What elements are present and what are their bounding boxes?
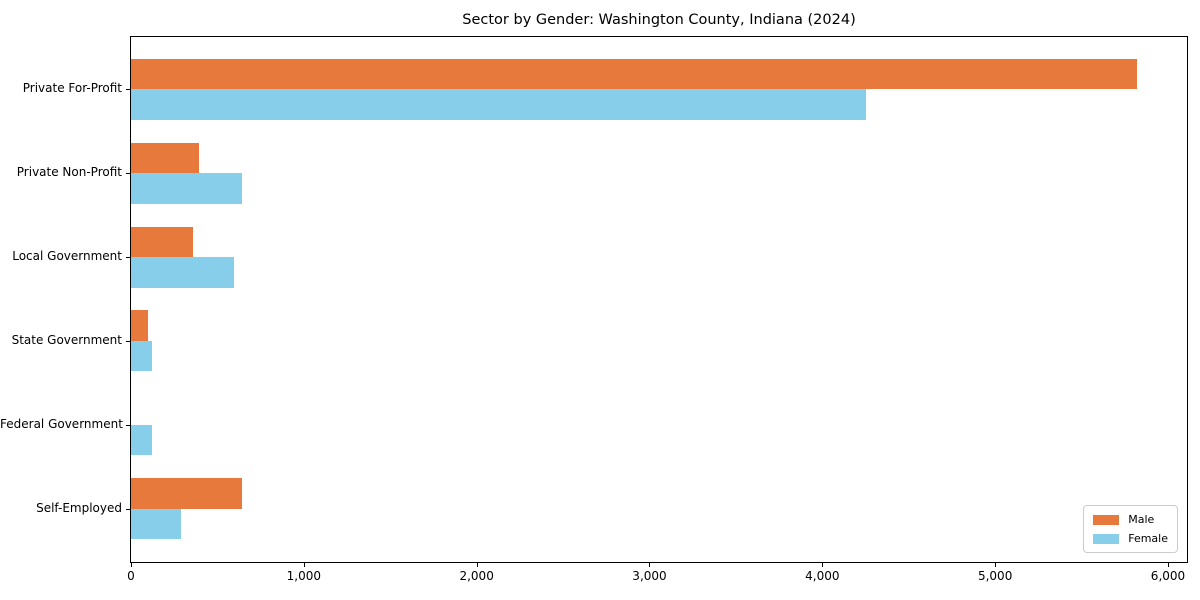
x-tick-mark bbox=[131, 563, 132, 567]
y-tick-mark bbox=[126, 89, 130, 91]
y-tick-label-federal-government: Federal Government bbox=[0, 416, 123, 431]
y-tick-mark bbox=[126, 340, 130, 342]
x-tick-mark bbox=[1167, 563, 1169, 567]
female-bar-local-government bbox=[131, 257, 234, 288]
female-bar-federal-government bbox=[131, 424, 152, 456]
y-tick-label-state-government: State Government bbox=[11, 332, 122, 347]
y-tick-mark bbox=[126, 173, 130, 175]
y-tick-mark bbox=[126, 508, 130, 510]
female-bar-self-employed bbox=[131, 508, 182, 540]
x-tick-label-5000: 5,000 bbox=[977, 569, 1013, 583]
y-tick-label-local-government: Local Government bbox=[12, 249, 122, 264]
male-bar-private-for-profit bbox=[131, 58, 1137, 90]
male-bar-private-non-profit bbox=[131, 142, 200, 174]
x-tick-label-2000: 2,000 bbox=[459, 569, 494, 583]
x-tick-label-4000: 4,000 bbox=[805, 569, 840, 583]
legend-entry-female: Female bbox=[1093, 532, 1168, 545]
x-tick-label-1000: 1,000 bbox=[286, 569, 322, 583]
legend-entry-male: Male bbox=[1093, 513, 1168, 526]
female-bar-state-government bbox=[131, 340, 152, 372]
chart-title: Sector by Gender: Washington County, Ind… bbox=[462, 12, 856, 28]
y-tick-mark bbox=[126, 424, 130, 426]
x-tick-label-0: 0 bbox=[127, 569, 135, 583]
x-tick-label-3000: 3,000 bbox=[632, 569, 667, 583]
y-tick-label-private-non-profit: Private Non-Profit bbox=[16, 165, 122, 180]
x-tick-label-6000: 6,000 bbox=[1150, 569, 1186, 583]
male-legend-label: Male bbox=[1128, 513, 1155, 526]
male-bar-local-government bbox=[131, 226, 194, 258]
y-tick-label-self-employed: Self-Employed bbox=[36, 500, 122, 515]
male-bar-self-employed bbox=[131, 478, 242, 509]
female-bar-private-non-profit bbox=[131, 173, 242, 204]
x-tick-mark bbox=[476, 563, 478, 567]
x-tick-mark bbox=[303, 563, 305, 567]
y-tick-label-private-for-profit: Private For-Profit bbox=[22, 81, 122, 96]
male-bar-state-government bbox=[131, 310, 149, 341]
male-legend-swatch bbox=[1093, 514, 1120, 525]
y-tick-mark bbox=[126, 257, 130, 259]
female-legend-label: Female bbox=[1128, 532, 1168, 545]
x-tick-mark bbox=[995, 563, 997, 567]
x-tick-mark bbox=[822, 563, 824, 567]
female-bar-private-for-profit bbox=[131, 89, 867, 120]
x-tick-mark bbox=[649, 563, 651, 567]
plot-area: Male Female bbox=[130, 36, 1188, 563]
female-legend-swatch bbox=[1093, 533, 1120, 544]
legend: Male Female bbox=[1083, 505, 1178, 553]
